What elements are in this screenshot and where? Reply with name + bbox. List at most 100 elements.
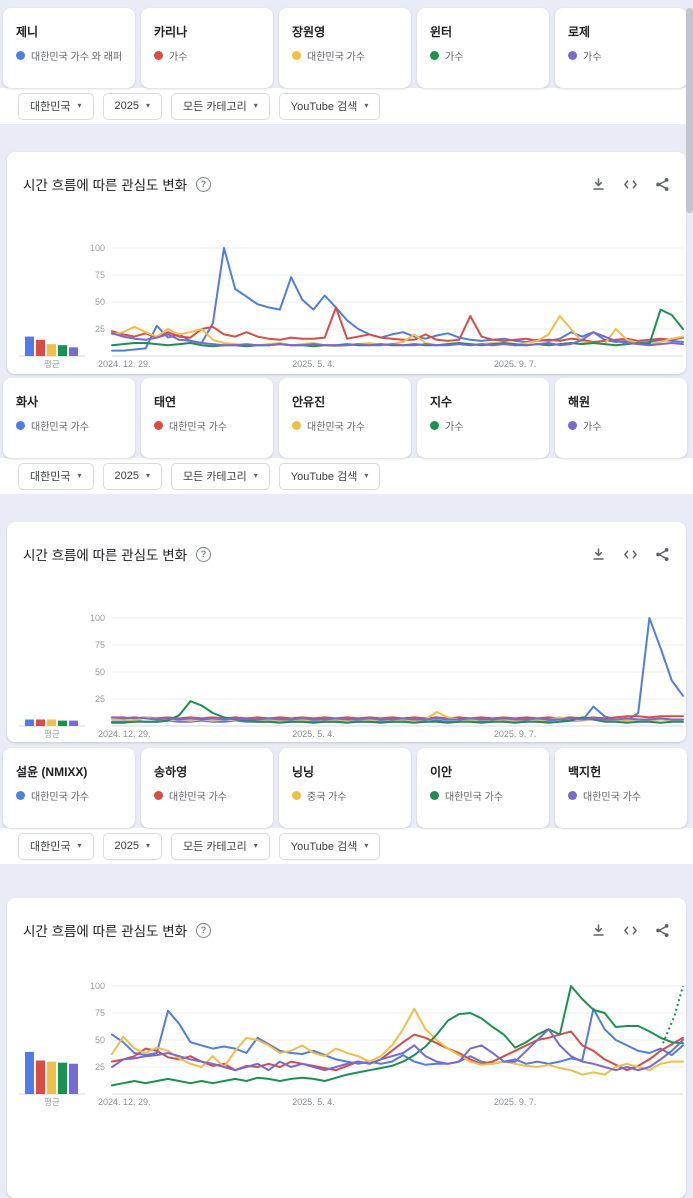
search-terms-row: 제니 대한민국 가수 와 래퍼 카리나 가수 장원영 대한민국 가수 윈터 가수… [0, 8, 693, 88]
term-name: 태연 [154, 395, 177, 409]
help-icon[interactable]: ? [196, 176, 212, 192]
filter-time-dropdown[interactable]: 2025 ▾ [102, 832, 162, 860]
interest-over-time-panel: 시간 흐름에 따른 관심도 변화 ? 25 50 75 100 평균 2024. 12. … [7, 152, 686, 374]
term-name: 카리나 [154, 25, 188, 39]
term-card-anyujin[interactable]: 안유진 대한민국 가수 [279, 378, 411, 458]
panel-title: 시간 흐름에 따른 관심도 변화 [23, 924, 188, 939]
chevron-down-icon: ▾ [77, 471, 82, 480]
share-icon[interactable] [655, 923, 670, 938]
svg-text:75: 75 [95, 640, 105, 650]
term-card-haewon[interactable]: 해원 가수 [555, 378, 687, 458]
filters-bar: 대한민국 ▾ 2025 ▾ 모든 카테고리 ▾ YouTube 검색 ▾ [0, 828, 693, 864]
svg-text:50: 50 [95, 667, 105, 677]
filter-search-type-dropdown[interactable]: YouTube 검색 ▾ [278, 462, 381, 490]
chevron-down-icon: ▾ [77, 101, 82, 110]
term-name: 화사 [16, 395, 39, 409]
share-icon[interactable] [655, 177, 670, 192]
svg-text:25: 25 [95, 1062, 105, 1072]
panel-title: 시간 흐름에 따른 관심도 변화 [23, 178, 188, 193]
term-card-songhayoung[interactable]: 송하영 대한민국 가수 [141, 748, 273, 828]
chevron-down-icon: ▾ [253, 101, 258, 110]
download-icon[interactable] [591, 547, 606, 562]
term-description: 대한민국 가수 [169, 792, 227, 803]
svg-text:75: 75 [95, 1008, 105, 1018]
share-icon[interactable] [655, 547, 670, 562]
term-card-sullyoon[interactable]: 설윤 (NMIXX) 대한민국 가수 [3, 748, 135, 828]
svg-text:25: 25 [95, 324, 105, 334]
interest-over-time-chart[interactable]: 25 50 75 100 평균 2024. 12. 29. 2025. 5. 4. 2025.… [7, 608, 686, 742]
term-description: 대한민국 가수 와 래퍼 [31, 52, 123, 63]
svg-text:2025. 9. 7.: 2025. 9. 7. [494, 729, 537, 739]
filter-label: 2025 [114, 840, 139, 852]
embed-code-icon[interactable] [623, 547, 638, 562]
term-card-karina[interactable]: 카리나 가수 [141, 8, 273, 88]
interest-over-time-chart[interactable]: 25 50 75 100 평균 2024. 12. 29. 2025. 5. 4. 2025.… [7, 238, 686, 372]
search-terms-row: 화사 대한민국 가수 태연 대한민국 가수 안유진 대한민국 가수 지수 가수 … [0, 378, 693, 458]
series-color-dot-icon [430, 51, 439, 60]
series-color-dot-icon [568, 51, 577, 60]
term-card-baekjiheon[interactable]: 백지헌 대한민국 가수 [555, 748, 687, 828]
series-color-dot-icon [16, 791, 25, 800]
series-color-dot-icon [292, 791, 301, 800]
help-icon[interactable]: ? [196, 546, 212, 562]
embed-code-icon[interactable] [623, 177, 638, 192]
filter-category-dropdown[interactable]: 모든 카테고리 ▾ [171, 832, 270, 860]
term-name: 장원영 [292, 25, 326, 39]
filter-time-dropdown[interactable]: 2025 ▾ [102, 92, 162, 120]
term-card-winter[interactable]: 윈터 가수 [417, 8, 549, 88]
chevron-down-icon: ▾ [145, 471, 150, 480]
series-color-dot-icon [154, 51, 163, 60]
filter-search-type-dropdown[interactable]: YouTube 검색 ▾ [278, 832, 381, 860]
filter-geo-dropdown[interactable]: 대한민국 ▾ [18, 462, 94, 490]
filter-category-dropdown[interactable]: 모든 카테고리 ▾ [171, 92, 270, 120]
term-name: 송하영 [154, 765, 188, 779]
term-card-ningning[interactable]: 닝닝 중국 가수 [279, 748, 411, 828]
svg-text:50: 50 [95, 297, 105, 307]
chevron-down-icon: ▾ [253, 471, 258, 480]
chevron-down-icon: ▾ [253, 841, 258, 850]
term-name: 백지헌 [568, 765, 602, 779]
interest-over-time-chart[interactable]: 25 50 75 100 평균 2024. 12. 29. 2025. 5. 4. 2025.… [7, 976, 686, 1110]
series-color-dot-icon [154, 421, 163, 430]
term-description: 가수 [169, 52, 188, 63]
filter-time-dropdown[interactable]: 2025 ▾ [102, 462, 162, 490]
svg-text:100: 100 [90, 613, 105, 623]
term-card-taeyeon[interactable]: 태연 대한민국 가수 [141, 378, 273, 458]
term-card-hwasa[interactable]: 화사 대한민국 가수 [3, 378, 135, 458]
series-color-dot-icon [292, 421, 301, 430]
interest-over-time-panel: 시간 흐름에 따른 관심도 변화 ? 25 50 75 100 평균 2024. 12. … [7, 898, 686, 1198]
svg-text:50: 50 [95, 1035, 105, 1045]
term-card-jangwonyoung[interactable]: 장원영 대한민국 가수 [279, 8, 411, 88]
term-card-jisoo[interactable]: 지수 가수 [417, 378, 549, 458]
term-description: 대한민국 가수 [31, 792, 89, 803]
help-icon[interactable]: ? [196, 922, 212, 938]
interest-over-time-panel: 시간 흐름에 따른 관심도 변화 ? 25 50 75 100 평균 2024. 12. … [7, 522, 686, 742]
term-card-ahn[interactable]: 이안 대한민국 가수 [417, 748, 549, 828]
download-icon[interactable] [591, 177, 606, 192]
download-icon[interactable] [591, 923, 606, 938]
svg-text:평균: 평균 [44, 729, 60, 739]
embed-code-icon[interactable] [623, 923, 638, 938]
term-name: 해원 [568, 395, 591, 409]
svg-text:100: 100 [90, 243, 105, 253]
filters-bar: 대한민국 ▾ 2025 ▾ 모든 카테고리 ▾ YouTube 검색 ▾ [0, 458, 693, 494]
svg-text:25: 25 [95, 694, 105, 704]
svg-text:2025. 5. 4.: 2025. 5. 4. [292, 359, 335, 369]
chevron-down-icon: ▾ [364, 471, 369, 480]
filter-label: YouTube 검색 [290, 471, 358, 483]
filter-category-dropdown[interactable]: 모든 카테고리 ▾ [171, 462, 270, 490]
svg-text:2025. 5. 4.: 2025. 5. 4. [292, 1097, 335, 1107]
filter-label: 대한민국 [30, 841, 71, 853]
filter-geo-dropdown[interactable]: 대한민국 ▾ [18, 832, 94, 860]
filter-geo-dropdown[interactable]: 대한민국 ▾ [18, 92, 94, 120]
scrollbar-thumb[interactable] [686, 8, 693, 213]
filter-search-type-dropdown[interactable]: YouTube 검색 ▾ [278, 92, 381, 120]
term-card-rose[interactable]: 로제 가수 [555, 8, 687, 88]
term-description: 대한민국 가수 [445, 792, 503, 803]
term-description: 가수 [583, 52, 602, 63]
term-card-jennie[interactable]: 제니 대한민국 가수 와 래퍼 [3, 8, 135, 88]
chevron-down-icon: ▾ [77, 841, 82, 850]
filter-label: 대한민국 [30, 471, 71, 483]
chevron-down-icon: ▾ [145, 101, 150, 110]
series-color-dot-icon [16, 51, 25, 60]
